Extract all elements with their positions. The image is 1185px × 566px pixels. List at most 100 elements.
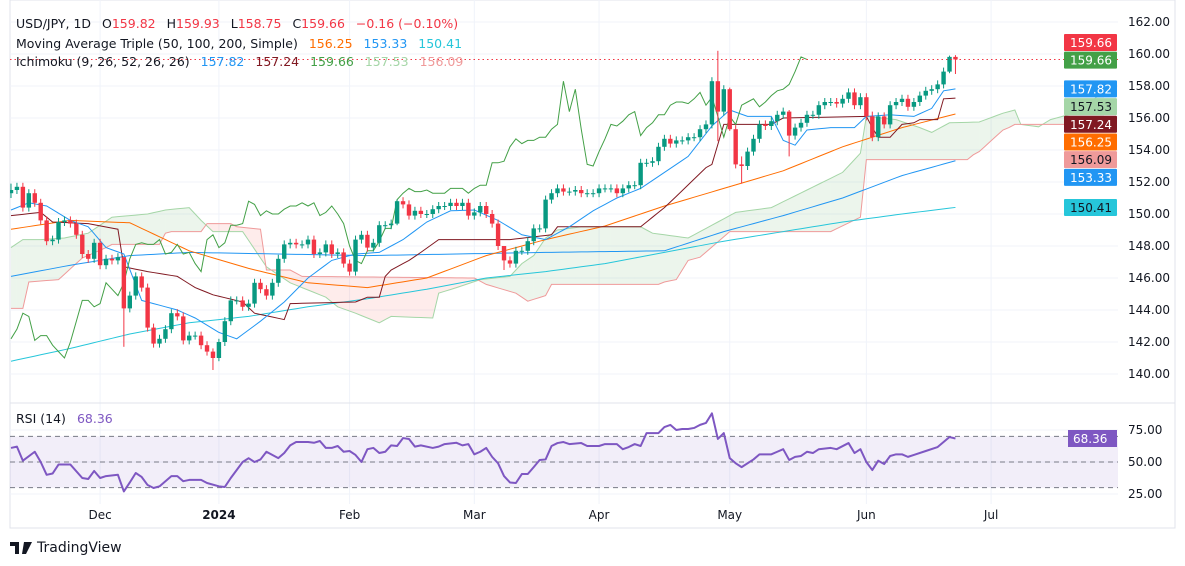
candle[interactable] <box>210 348 216 370</box>
candle[interactable] <box>626 181 631 193</box>
price-label-badge[interactable]: 156.25 <box>1064 133 1117 151</box>
candle[interactable] <box>757 120 762 143</box>
candle[interactable] <box>923 86 928 100</box>
candle[interactable] <box>733 125 738 169</box>
candle[interactable] <box>567 187 572 196</box>
candle[interactable] <box>169 309 174 334</box>
candle[interactable] <box>276 254 281 287</box>
rsi-axis[interactable]: 25.00 50.00 75.00 68.36 <box>1068 423 1162 501</box>
candle[interactable] <box>121 257 127 347</box>
candle[interactable] <box>929 85 934 95</box>
candle[interactable] <box>139 272 144 292</box>
candle[interactable] <box>525 237 530 255</box>
candle[interactable] <box>359 230 364 244</box>
candle[interactable] <box>614 184 620 198</box>
candle[interactable] <box>20 182 26 212</box>
candle[interactable] <box>228 296 233 326</box>
ma-legend[interactable]: Moving Average Triple (50, 100, 200, Sim… <box>16 36 462 52</box>
candle[interactable] <box>685 133 691 145</box>
candle[interactable] <box>852 88 857 110</box>
candle[interactable] <box>804 110 810 127</box>
candle[interactable] <box>697 125 703 142</box>
price-label-badge[interactable]: 156.09 <box>1064 151 1117 169</box>
candle[interactable] <box>792 123 798 140</box>
candle[interactable] <box>602 184 608 193</box>
candle[interactable] <box>478 202 483 217</box>
candle[interactable] <box>181 312 186 345</box>
candle[interactable] <box>454 198 459 210</box>
candle[interactable] <box>246 299 251 311</box>
candle[interactable] <box>460 198 465 210</box>
candle[interactable] <box>204 341 210 356</box>
candle[interactable] <box>472 208 477 220</box>
candle[interactable] <box>537 224 542 233</box>
candle[interactable] <box>709 77 715 129</box>
candle[interactable] <box>329 240 334 258</box>
candle[interactable] <box>739 156 744 184</box>
ichimoku-title[interactable]: Ichimoku (9, 26, 52, 26, 26) <box>16 54 190 69</box>
candle[interactable] <box>9 183 14 198</box>
candle[interactable] <box>311 235 317 258</box>
candle[interactable] <box>786 110 792 157</box>
candle[interactable] <box>887 101 893 129</box>
candle[interactable] <box>763 120 768 130</box>
candle[interactable] <box>412 206 418 220</box>
candle[interactable] <box>406 200 412 220</box>
candle[interactable] <box>68 216 73 228</box>
price-label-badge[interactable]: 150.41 <box>1064 198 1117 216</box>
candle[interactable] <box>234 296 239 305</box>
candle[interactable] <box>543 195 548 233</box>
candle[interactable] <box>828 98 833 106</box>
candle[interactable] <box>109 254 115 265</box>
candle[interactable] <box>935 80 940 94</box>
candle[interactable] <box>56 218 61 244</box>
candle[interactable] <box>905 94 911 111</box>
candle[interactable] <box>418 206 424 218</box>
candle[interactable] <box>175 309 180 321</box>
candle[interactable] <box>26 189 32 212</box>
candle[interactable] <box>870 111 875 142</box>
candle[interactable] <box>341 248 346 268</box>
candle[interactable] <box>187 331 192 345</box>
candle[interactable] <box>484 202 489 218</box>
candle[interactable] <box>501 246 507 270</box>
candle[interactable] <box>133 272 138 300</box>
candle[interactable] <box>715 50 721 142</box>
candle[interactable] <box>810 110 816 119</box>
price-label-badge[interactable]: 157.24 <box>1064 115 1117 133</box>
candle[interactable] <box>858 93 863 110</box>
candle[interactable] <box>38 198 43 225</box>
price-label-badge[interactable]: 157.53 <box>1064 98 1117 116</box>
price-label-badge[interactable]: 157.82 <box>1064 80 1117 98</box>
candle[interactable] <box>222 317 228 346</box>
candle[interactable] <box>293 238 299 249</box>
candle[interactable] <box>864 93 869 121</box>
candle[interactable] <box>430 205 435 218</box>
main-pane[interactable] <box>9 50 1118 370</box>
candle[interactable] <box>62 216 67 226</box>
candle[interactable] <box>44 216 49 246</box>
candle[interactable] <box>507 256 513 268</box>
candle[interactable] <box>775 110 780 126</box>
candle[interactable] <box>424 210 429 218</box>
candle[interactable] <box>50 235 55 246</box>
ichimoku-legend[interactable]: Ichimoku (9, 26, 52, 26, 26) 157.82 157.… <box>16 54 463 70</box>
candle[interactable] <box>240 296 245 311</box>
candle[interactable] <box>947 55 952 74</box>
candle[interactable] <box>270 278 275 300</box>
candle[interactable] <box>388 219 394 230</box>
ma-title[interactable]: Moving Average Triple (50, 100, 200, Sim… <box>16 36 298 51</box>
candle[interactable] <box>198 331 204 350</box>
candle[interactable] <box>91 238 97 263</box>
candle[interactable] <box>127 291 132 313</box>
candle[interactable] <box>513 246 519 268</box>
candle[interactable] <box>911 98 917 111</box>
candle[interactable] <box>442 202 447 210</box>
candle[interactable] <box>596 184 602 198</box>
candle[interactable] <box>305 235 311 249</box>
candle[interactable] <box>650 157 655 167</box>
candle[interactable] <box>590 189 596 198</box>
candle[interactable] <box>573 186 578 196</box>
time-axis[interactable]: Dec 2024 Feb Mar Apr May Jun Jul <box>88 508 998 522</box>
